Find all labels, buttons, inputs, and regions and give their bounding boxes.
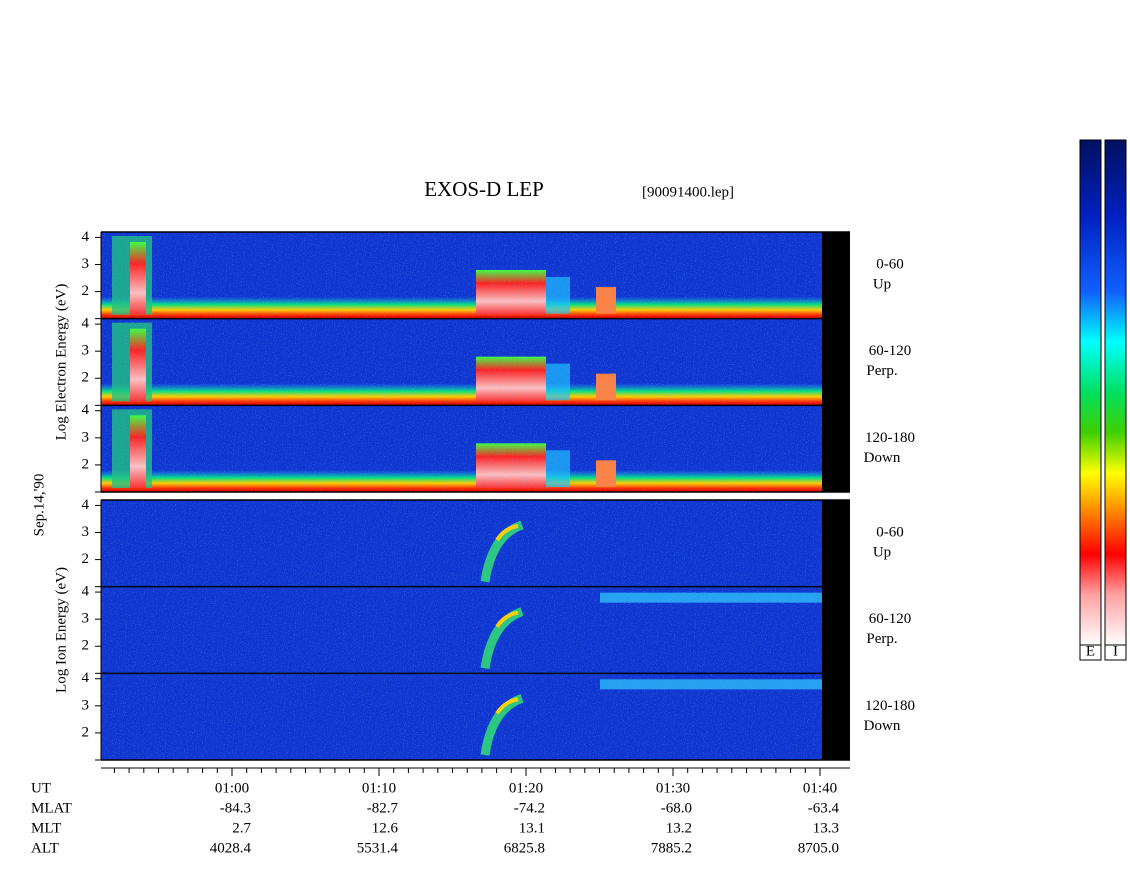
spectrogram-noise: [101, 318, 822, 406]
data-gap: [822, 500, 850, 587]
data-gap: [822, 318, 850, 406]
colorbar-label-box: [1079, 644, 1102, 661]
panel-direction: Perp.: [866, 631, 897, 647]
time-label: 01:40: [803, 780, 837, 796]
colorbars: E I: [1079, 139, 1127, 661]
ephemeris-value: 7885.2: [651, 840, 692, 856]
y-axis-label: Log Electron Energy (eV): [53, 284, 69, 441]
y-tick-label: 4: [82, 670, 90, 686]
y-tick-label: 3: [82, 256, 90, 272]
panel-range: 120-180: [865, 430, 915, 446]
ephemeris-value: -68.0: [661, 800, 692, 816]
time-label: 01:00: [215, 780, 249, 796]
y-tick-label: 2: [82, 283, 90, 299]
y-tick-label: 3: [82, 343, 90, 359]
panel-group: Log Electron Energy (eV) 2 3 4 0-60 Up 2 3 4 60-1…: [53, 229, 915, 493]
spectrogram-noise: [101, 500, 822, 587]
panel-direction: Perp.: [866, 363, 897, 379]
time-label: 01:10: [362, 780, 396, 796]
ephemeris-value: -82.7: [367, 800, 399, 816]
file-name: [90091400.lep]: [642, 184, 734, 200]
panel-range: 60-120: [869, 343, 912, 359]
ephemeris-value: 8705.0: [798, 840, 839, 856]
row-label: UT: [31, 780, 51, 796]
row-label: MLAT: [31, 800, 72, 816]
ephemeris-value: 13.3: [813, 820, 839, 836]
colorbar-label: I: [1113, 643, 1118, 659]
y-tick-label: 4: [82, 584, 90, 600]
data-gap: [822, 673, 850, 760]
time-axis: UT MLAT MLT ALT 01:00 -84.3 2.7 4028.4 01:10 -82.…: [31, 767, 850, 856]
y-tick-label: 3: [82, 429, 90, 445]
y-tick-label: 3: [82, 524, 90, 540]
y-tick-label: 4: [82, 229, 90, 245]
data-gap: [822, 586, 850, 674]
panel-range: 0-60: [876, 524, 904, 540]
y-tick-label: 2: [82, 724, 90, 740]
panel-direction: Up: [873, 544, 891, 560]
y-tick-label: 4: [82, 497, 90, 513]
ephemeris-value: -84.3: [220, 800, 251, 816]
time-label: 01:30: [656, 780, 690, 796]
spectrogram-noise: [101, 232, 822, 319]
panel-range: 60-120: [869, 611, 912, 627]
colorbar: [1079, 139, 1102, 646]
y-tick-label: 3: [82, 611, 90, 627]
panel-direction: Down: [864, 718, 901, 734]
y-tick-label: 2: [82, 456, 90, 472]
ephemeris-value: 6825.8: [504, 840, 545, 856]
ephemeris-value: -74.2: [514, 800, 545, 816]
ephemeris-value: 12.6: [372, 820, 399, 836]
y-tick-label: 2: [82, 551, 90, 567]
y-tick-label: 4: [82, 402, 90, 418]
panel-direction: Up: [873, 276, 891, 292]
data-gap: [822, 405, 850, 492]
colorbar: [1104, 139, 1127, 646]
ephemeris-value: 4028.4: [210, 840, 252, 856]
ephemeris-value: 2.7: [232, 820, 251, 836]
row-label: MLT: [31, 820, 61, 836]
colorbar-label-box: [1104, 644, 1127, 661]
y-tick-label: 2: [82, 638, 90, 654]
data-gap: [822, 232, 850, 319]
y-axis-label: Log Ion Energy (eV): [53, 567, 69, 693]
ephemeris-value: -63.4: [808, 800, 840, 816]
ephemeris-value: 13.1: [519, 820, 545, 836]
date-label: Sep.14,'90: [31, 474, 47, 537]
ephemeris-value: 5531.4: [357, 840, 399, 856]
y-tick-label: 4: [82, 316, 90, 332]
ephemeris-value: 13.2: [666, 820, 692, 836]
spectrogram-noise: [101, 586, 822, 674]
panel-range: 120-180: [865, 698, 915, 714]
panel-group: Log Ion Energy (eV) 2 3 4 0-60 Up 2 3 4 60-120 Per…: [53, 497, 915, 761]
panel-direction: Down: [864, 450, 901, 466]
panel-range: 0-60: [876, 256, 904, 272]
spectrogram-noise: [101, 405, 822, 492]
y-tick-label: 2: [82, 370, 90, 386]
y-tick-label: 3: [82, 697, 90, 713]
colorbar-label: E: [1086, 643, 1095, 659]
title: EXOS-D LEP: [424, 177, 544, 201]
spectrogram-noise: [101, 673, 822, 760]
row-label: ALT: [31, 840, 59, 856]
time-label: 01:20: [509, 780, 543, 796]
